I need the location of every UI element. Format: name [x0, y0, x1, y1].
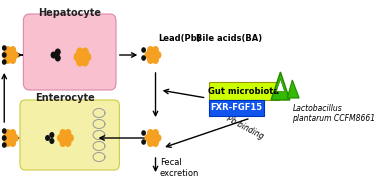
Circle shape [55, 55, 61, 61]
Text: Bile acids(BA): Bile acids(BA) [196, 33, 262, 42]
Circle shape [73, 53, 81, 61]
Circle shape [12, 134, 19, 142]
Circle shape [76, 57, 84, 66]
Circle shape [51, 51, 57, 59]
Circle shape [2, 45, 7, 51]
Circle shape [147, 139, 154, 147]
Circle shape [152, 139, 159, 147]
Polygon shape [287, 80, 299, 98]
Polygon shape [276, 79, 285, 92]
Circle shape [2, 52, 7, 58]
FancyBboxPatch shape [20, 100, 119, 170]
Text: Lead(Pb): Lead(Pb) [158, 33, 201, 42]
Circle shape [65, 129, 71, 137]
Text: Enterocyte: Enterocyte [36, 93, 95, 103]
Circle shape [150, 134, 156, 142]
Circle shape [2, 135, 7, 141]
Circle shape [65, 139, 71, 147]
Circle shape [2, 134, 8, 142]
FancyBboxPatch shape [209, 82, 279, 100]
Circle shape [12, 51, 19, 59]
Circle shape [150, 51, 156, 59]
Text: Gut microbiota: Gut microbiota [208, 87, 279, 96]
Circle shape [155, 51, 161, 59]
Circle shape [76, 48, 84, 57]
Circle shape [152, 129, 159, 137]
Text: Hepatocyte: Hepatocyte [38, 8, 101, 18]
Circle shape [141, 47, 146, 53]
FancyBboxPatch shape [23, 14, 116, 90]
Circle shape [79, 53, 86, 61]
Circle shape [9, 46, 16, 54]
Circle shape [7, 134, 14, 142]
Circle shape [57, 134, 64, 142]
Circle shape [141, 55, 146, 61]
Circle shape [9, 139, 16, 147]
Circle shape [59, 129, 66, 137]
Text: Fecal
excretion: Fecal excretion [160, 158, 199, 178]
Circle shape [81, 57, 89, 66]
Circle shape [141, 139, 146, 145]
Circle shape [7, 51, 14, 59]
Circle shape [67, 134, 74, 142]
Text: Pb binding: Pb binding [225, 115, 265, 141]
Circle shape [147, 46, 154, 54]
Circle shape [152, 46, 159, 54]
Circle shape [45, 135, 50, 141]
Text: Lactobacillus: Lactobacillus [292, 104, 342, 113]
Circle shape [4, 129, 11, 137]
Circle shape [141, 130, 146, 136]
FancyBboxPatch shape [209, 100, 264, 116]
Circle shape [4, 56, 11, 64]
Circle shape [147, 56, 154, 64]
Polygon shape [271, 72, 290, 100]
Circle shape [144, 51, 151, 59]
Circle shape [55, 48, 61, 55]
Circle shape [9, 56, 16, 64]
Circle shape [49, 132, 54, 138]
Circle shape [2, 142, 7, 148]
Circle shape [144, 134, 151, 142]
Circle shape [81, 48, 89, 57]
Circle shape [4, 139, 11, 147]
Circle shape [2, 51, 8, 59]
Circle shape [59, 139, 66, 147]
Circle shape [2, 128, 7, 134]
Circle shape [2, 59, 7, 65]
Circle shape [9, 129, 16, 137]
Circle shape [49, 138, 54, 144]
Circle shape [4, 46, 11, 54]
Circle shape [152, 56, 159, 64]
Text: plantarum CCFM8661: plantarum CCFM8661 [292, 114, 375, 123]
Text: FXR-FGF15: FXR-FGF15 [211, 104, 263, 113]
Circle shape [84, 53, 91, 61]
Circle shape [62, 134, 69, 142]
Circle shape [155, 134, 161, 142]
Circle shape [147, 129, 154, 137]
